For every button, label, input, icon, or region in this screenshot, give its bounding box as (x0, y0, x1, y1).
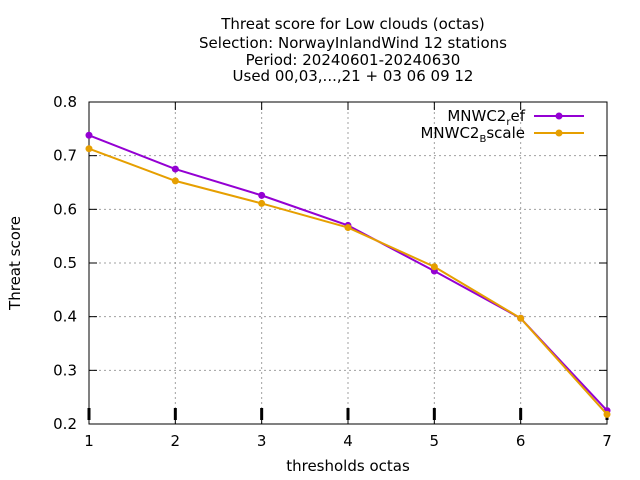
axis-ticks: 0.2 0.3 0.4 0.5 0.6 0.7 0.8 1 2 3 4 5 6 7 (53, 93, 612, 450)
legend-marker-2 (555, 129, 563, 137)
chart-title: Threat score for Low clouds (octas)Selec… (199, 15, 507, 85)
data-point (258, 199, 266, 207)
title-line-3: Period: 20240601-20240630 (246, 51, 461, 69)
data-point (85, 131, 93, 139)
x-threshold-marker (173, 408, 177, 420)
x-tick-label: 4 (343, 432, 353, 450)
x-tick-label: 2 (171, 432, 181, 450)
legend-marker-1 (555, 112, 563, 120)
data-point (258, 191, 266, 199)
legend-label-2: MNWC2Bscale (420, 124, 525, 145)
data-point (344, 224, 352, 232)
legend-label-1: MNWC2ref (447, 107, 525, 128)
series-lines (85, 131, 611, 418)
x-threshold-marker (432, 408, 436, 420)
data-point (603, 410, 611, 418)
title-line-2: Selection: NorwayInlandWind 12 stations (199, 34, 507, 52)
y-tick-label: 0.6 (53, 200, 77, 218)
grid-lines (89, 102, 607, 424)
data-point (85, 145, 93, 153)
y-tick-label: 0.4 (53, 308, 77, 326)
data-point (430, 263, 438, 271)
data-point (517, 314, 525, 322)
x-tick-label: 6 (516, 432, 526, 450)
y-tick-label: 0.8 (53, 93, 77, 111)
x-threshold-marker (346, 408, 350, 420)
y-tick-label: 0.2 (53, 415, 77, 433)
plot-frame (88, 101, 608, 425)
y-tick-label: 0.5 (53, 254, 77, 272)
x-axis-label: thresholds octas (286, 457, 410, 475)
title-line-4: Used 00,03,...,21 + 03 06 09 12 (233, 67, 474, 85)
x-tick-label: 1 (84, 432, 94, 450)
y-axis-label: Threat score (6, 216, 24, 311)
x-threshold-marker (260, 408, 264, 420)
y-tick-label: 0.3 (53, 361, 77, 379)
x-tick-label: 7 (602, 432, 612, 450)
x-threshold-marker (519, 408, 523, 420)
data-point (171, 165, 179, 173)
x-tick-label: 3 (257, 432, 267, 450)
y-tick-label: 0.7 (53, 147, 77, 165)
x-tick-label: 5 (430, 432, 440, 450)
data-point (171, 177, 179, 185)
title-line-1: Threat score for Low clouds (octas) (220, 15, 485, 33)
